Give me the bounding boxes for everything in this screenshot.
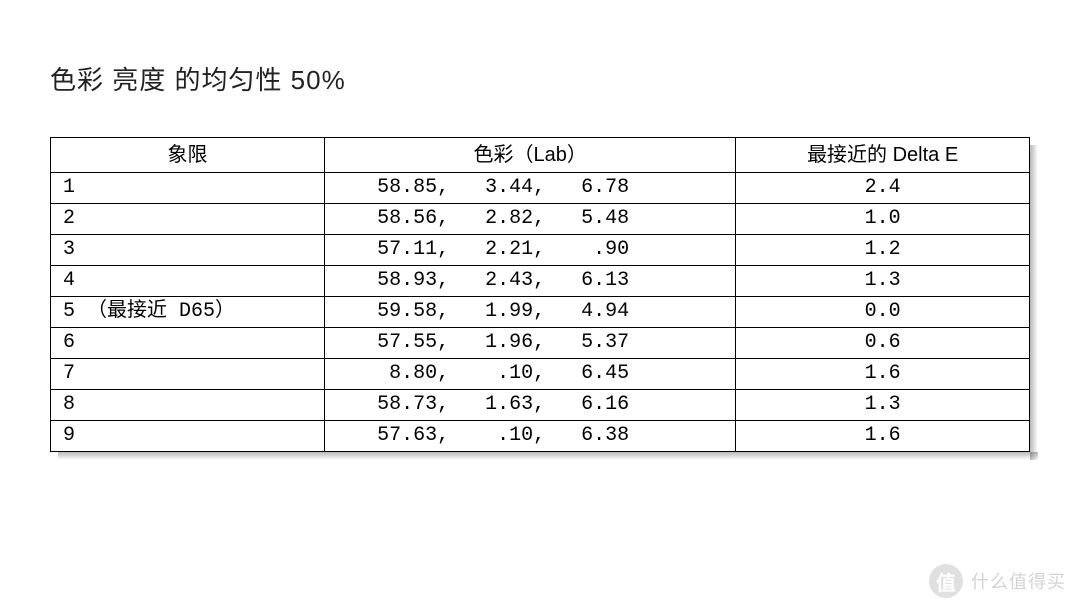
cell-deltae: 1.0 <box>736 204 1030 235</box>
col-deltae: 最接近的 Delta E <box>736 138 1030 173</box>
table-body: 1 58.85, 3.44, 6.782.42 58.56, 2.82, 5.4… <box>51 173 1030 452</box>
table-row: 5 （最接近 D65） 59.58, 1.99, 4.940.0 <box>51 297 1030 328</box>
table-row: 7 8.80, .10, 6.451.6 <box>51 359 1030 390</box>
col-quadrant: 象限 <box>51 138 325 173</box>
cell-lab: 58.73, 1.63, 6.16 <box>325 390 736 421</box>
cell-deltae: 0.6 <box>736 328 1030 359</box>
cell-lab: 57.63, .10, 6.38 <box>325 421 736 452</box>
table-row: 4 58.93, 2.43, 6.131.3 <box>51 266 1030 297</box>
cell-quadrant: 5 （最接近 D65） <box>51 297 325 328</box>
cell-quadrant: 2 <box>51 204 325 235</box>
cell-quadrant: 7 <box>51 359 325 390</box>
col-lab: 色彩（Lab） <box>325 138 736 173</box>
cell-deltae: 0.0 <box>736 297 1030 328</box>
table-row: 1 58.85, 3.44, 6.782.4 <box>51 173 1030 204</box>
cell-lab: 57.55, 1.96, 5.37 <box>325 328 736 359</box>
table-row: 8 58.73, 1.63, 6.161.3 <box>51 390 1030 421</box>
uniformity-table: 象限 色彩（Lab） 最接近的 Delta E 1 58.85, 3.44, 6… <box>50 137 1030 452</box>
watermark: 值 什么值得买 <box>929 564 1066 598</box>
cell-lab: 58.56, 2.82, 5.48 <box>325 204 736 235</box>
cell-lab: 58.85, 3.44, 6.78 <box>325 173 736 204</box>
table-row: 9 57.63, .10, 6.381.6 <box>51 421 1030 452</box>
cell-lab: 57.11, 2.21, .90 <box>325 235 736 266</box>
cell-lab: 58.93, 2.43, 6.13 <box>325 266 736 297</box>
table-row: 3 57.11, 2.21, .901.2 <box>51 235 1030 266</box>
uniformity-table-container: 象限 色彩（Lab） 最接近的 Delta E 1 58.85, 3.44, 6… <box>50 137 1030 452</box>
cell-deltae: 1.3 <box>736 390 1030 421</box>
cell-deltae: 1.2 <box>736 235 1030 266</box>
cell-quadrant: 4 <box>51 266 325 297</box>
watermark-logo-icon: 值 <box>929 564 963 598</box>
cell-deltae: 1.3 <box>736 266 1030 297</box>
cell-quadrant: 6 <box>51 328 325 359</box>
table-row: 2 58.56, 2.82, 5.481.0 <box>51 204 1030 235</box>
watermark-text: 什么值得买 <box>971 568 1066 594</box>
table-header-row: 象限 色彩（Lab） 最接近的 Delta E <box>51 138 1030 173</box>
cell-lab: 59.58, 1.99, 4.94 <box>325 297 736 328</box>
page-title: 色彩 亮度 的均匀性 50% <box>50 60 1030 97</box>
cell-deltae: 1.6 <box>736 421 1030 452</box>
cell-quadrant: 3 <box>51 235 325 266</box>
cell-deltae: 2.4 <box>736 173 1030 204</box>
cell-quadrant: 1 <box>51 173 325 204</box>
cell-quadrant: 8 <box>51 390 325 421</box>
cell-quadrant: 9 <box>51 421 325 452</box>
table-row: 6 57.55, 1.96, 5.370.6 <box>51 328 1030 359</box>
cell-deltae: 1.6 <box>736 359 1030 390</box>
cell-lab: 8.80, .10, 6.45 <box>325 359 736 390</box>
table-shadow-right <box>1030 145 1038 460</box>
table-shadow-bottom <box>58 452 1038 460</box>
